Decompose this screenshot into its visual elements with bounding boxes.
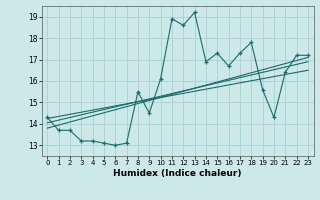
X-axis label: Humidex (Indice chaleur): Humidex (Indice chaleur) xyxy=(113,169,242,178)
